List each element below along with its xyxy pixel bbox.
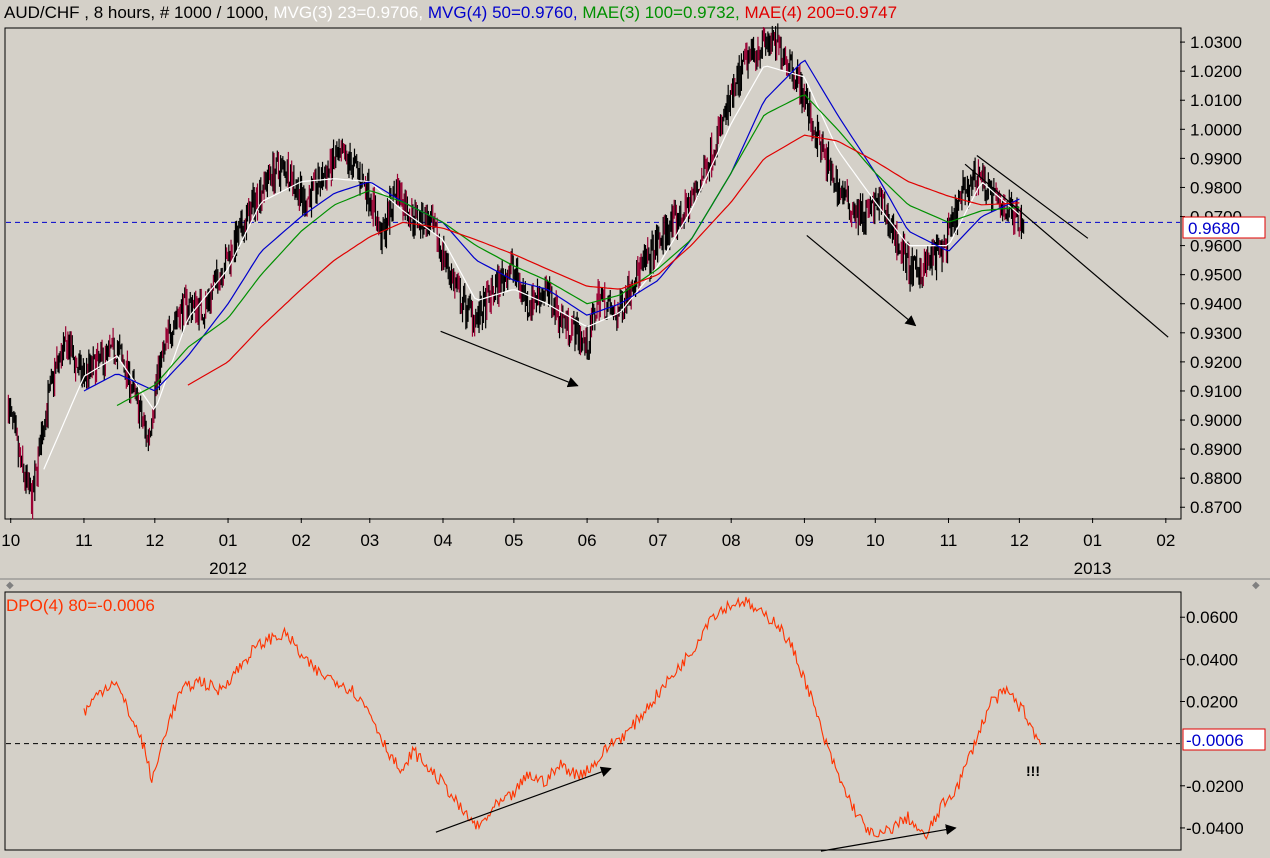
- mae4-line: [187, 134, 1020, 386]
- trend-line-upper: [976, 154, 1089, 239]
- price-tick-label: 0.9800: [1190, 178, 1242, 197]
- mae3-legend: MAE(3) 100=0.9732,: [582, 3, 740, 22]
- mvg3-legend: MVG(3) 23=0.9706,: [273, 3, 424, 22]
- dpo-line: [83, 596, 1042, 840]
- time-tick-label: 01: [1083, 531, 1102, 550]
- symbol-label: AUD/CHF , 8 hours, # 1000 / 1000,: [4, 3, 269, 22]
- time-tick-label: 12: [1010, 531, 1029, 550]
- price-down-arrow-1: [440, 330, 579, 388]
- year-label: 2012: [209, 559, 247, 578]
- time-tick-label: 11: [940, 531, 958, 550]
- chart-header: AUD/CHF , 8 hours, # 1000 / 1000, MVG(3)…: [4, 3, 897, 23]
- trend-annotations: [435, 154, 1169, 852]
- price-tick-label: 0.9300: [1190, 324, 1242, 343]
- price-tick-label: 0.8700: [1190, 498, 1242, 517]
- time-tick-label: 08: [722, 531, 741, 550]
- price-tick-label: 0.9200: [1190, 353, 1242, 372]
- time-tick-label: 03: [360, 531, 379, 550]
- year-label: 2013: [1074, 559, 1112, 578]
- splitter-handle-left-icon[interactable]: ◆: [6, 580, 14, 591]
- time-tick-label: 07: [648, 531, 667, 550]
- trend-line-lower: [964, 163, 1169, 338]
- time-tick-label: 10: [1, 531, 20, 550]
- splitter-handle-right-icon[interactable]: ◆: [1252, 580, 1260, 591]
- mae4-legend: MAE(4) 200=0.9747: [744, 3, 898, 22]
- current-price-box: [1182, 216, 1266, 239]
- time-tick-label: 09: [795, 531, 814, 550]
- price-down-arrow-2: [806, 234, 917, 327]
- dpo-tick-label: -0.0400: [1186, 819, 1244, 838]
- current-dpo-box: [1182, 728, 1266, 751]
- price-pane-frame: [4, 27, 1182, 520]
- current-price-label: 0.9680: [1188, 219, 1240, 238]
- price-tick-label: 0.9900: [1190, 149, 1242, 168]
- price-tick-label: 0.9600: [1190, 237, 1242, 256]
- price-axis: 1.03001.02001.01001.00000.99000.98000.97…: [1180, 33, 1242, 517]
- dpo-tick-label: -0.0200: [1186, 777, 1244, 796]
- time-tick-label: 10: [866, 531, 885, 550]
- mvg4-legend: MVG(4) 50=0.9760,: [427, 3, 578, 22]
- time-tick-label: 02: [292, 531, 311, 550]
- price-tick-label: 1.0300: [1190, 33, 1242, 52]
- time-axis: 10 11 12 01 02 03 04 05 06 07 08 09 10 11 12 01 02 2012 20…: [1, 518, 1175, 578]
- price-tick-label: 0.9100: [1190, 382, 1242, 401]
- price-tick-label: 1.0100: [1190, 91, 1242, 110]
- time-tick-label: 12: [145, 531, 164, 550]
- price-tick-label: 1.0000: [1190, 120, 1242, 139]
- price-tick-label: 0.9000: [1190, 411, 1242, 430]
- time-tick-label: 01: [219, 531, 238, 550]
- price-tick-label: 0.8900: [1190, 440, 1242, 459]
- price-bars: [7, 23, 1025, 520]
- mvg3-line: [43, 65, 1020, 470]
- dpo-tick-label: 0.0200: [1186, 693, 1238, 712]
- price-tick-label: 1.0200: [1190, 62, 1242, 81]
- time-tick-label: 06: [578, 531, 597, 550]
- dpo-pane-frame: [4, 591, 1182, 851]
- dpo-title: DPO(4) 80=-0.0006: [6, 596, 155, 615]
- price-tick-label: 0.9400: [1190, 295, 1242, 314]
- price-tick-label: 0.9500: [1190, 266, 1242, 285]
- price-tick-label: 0.8800: [1190, 469, 1242, 488]
- dpo-up-arrow-1: [435, 766, 612, 833]
- current-dpo-label: -0.0006: [1186, 731, 1244, 750]
- time-tick-label: 11: [75, 531, 93, 550]
- dpo-up-arrow-2: [820, 824, 957, 852]
- time-tick-label: 04: [434, 531, 453, 550]
- mvg4-line: [83, 59, 1020, 392]
- time-tick-label: 05: [504, 531, 523, 550]
- time-tick-label: 02: [1156, 531, 1175, 550]
- dpo-tick-label: 0.0600: [1186, 608, 1238, 627]
- price-plot: [6, 23, 1180, 520]
- dpo-plot: [6, 596, 1180, 840]
- dpo-note: !!!: [1026, 763, 1040, 779]
- mae3-line: [116, 94, 1020, 407]
- dpo-axis: 0.0600 0.0400 0.0200 -0.0200 -0.0400: [1180, 608, 1244, 838]
- dpo-tick-label: 0.0400: [1186, 650, 1238, 669]
